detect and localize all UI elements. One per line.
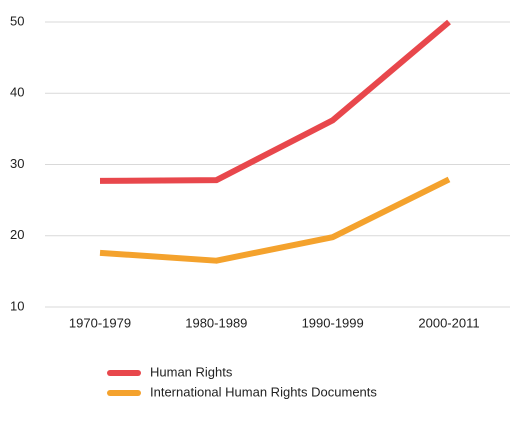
x-tick-label: 1970-1979 (69, 315, 131, 330)
y-tick-label: 40 (10, 85, 24, 100)
y-tick-label: 30 (10, 156, 24, 171)
x-tick-label: 1980-1989 (185, 315, 247, 330)
y-tick-label: 50 (10, 13, 24, 28)
x-tick-label: 2000-2011 (418, 315, 479, 330)
y-tick-label: 20 (10, 227, 24, 242)
series-line (99, 176, 451, 264)
x-tick-label: 1990-1999 (302, 315, 364, 330)
legend-label: International Human Rights Documents (150, 384, 377, 399)
legend-label: Human Rights (150, 364, 233, 379)
series-line (99, 19, 451, 184)
y-tick-label: 10 (10, 298, 24, 313)
